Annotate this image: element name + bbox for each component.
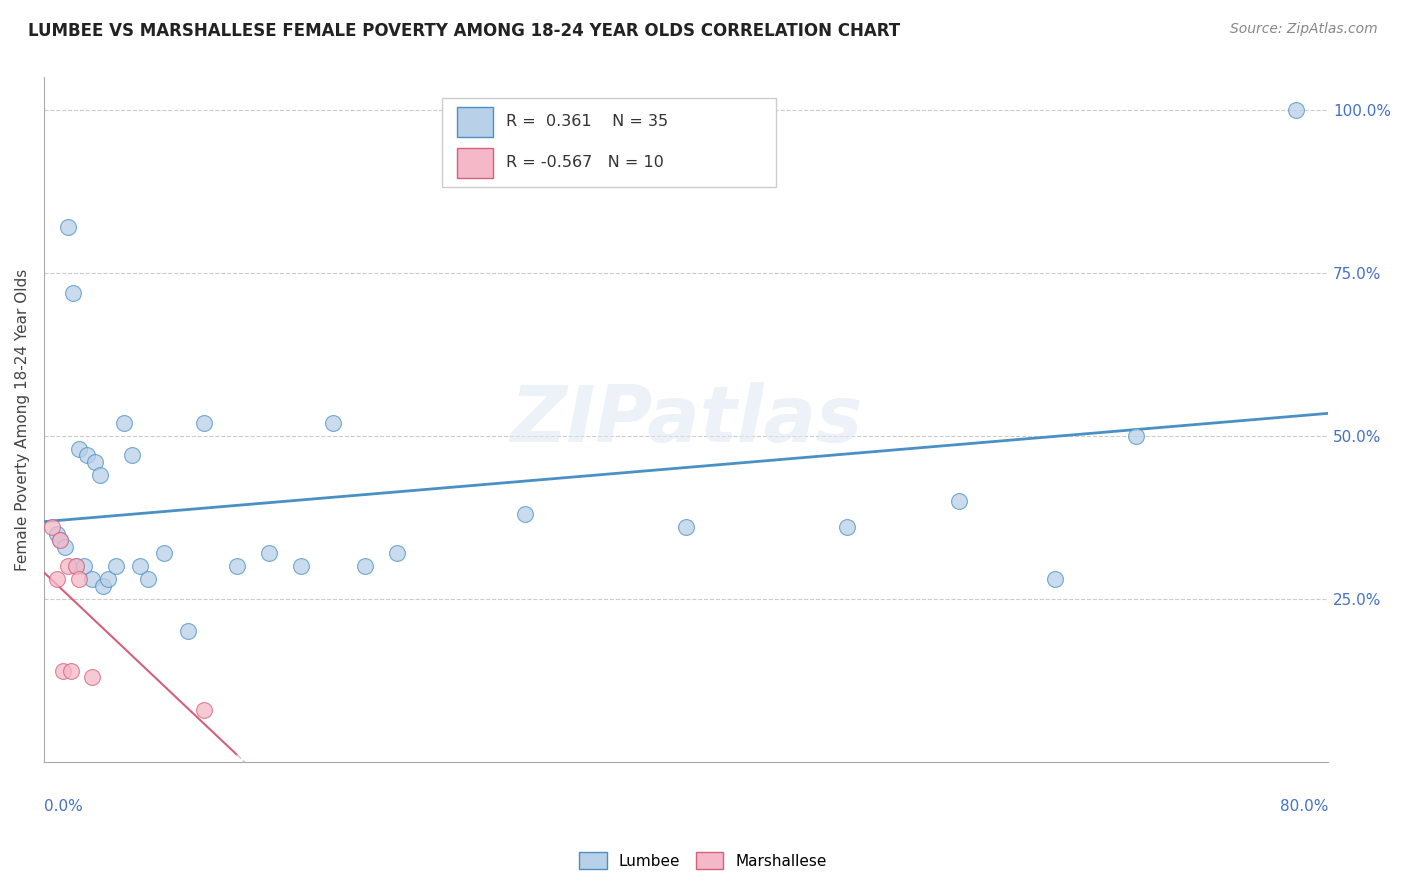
Point (91, 579, 114, 593)
Point (97, 572, 120, 586)
Text: R =  0.361    N = 35: R = 0.361 N = 35 (506, 114, 668, 129)
Point (49, 533, 72, 548)
Point (1125, 429, 1147, 443)
Point (89, 468, 111, 483)
Point (257, 546, 280, 560)
Point (385, 546, 408, 560)
Text: ZIPatlas: ZIPatlas (510, 382, 862, 458)
Point (354, 559, 377, 574)
Point (52, 664, 75, 678)
Point (45, 572, 67, 586)
Point (322, 416, 344, 430)
Point (1285, 103, 1308, 117)
Point (45, 526, 67, 541)
Point (65, 559, 87, 574)
Y-axis label: Female Poverty Among 18-24 Year Olds: Female Poverty Among 18-24 Year Olds (15, 268, 30, 571)
Point (136, 572, 159, 586)
Text: Source: ZipAtlas.com: Source: ZipAtlas.com (1230, 22, 1378, 37)
Point (835, 520, 858, 534)
Text: 80.0%: 80.0% (1279, 799, 1329, 814)
Point (112, 416, 135, 430)
Point (105, 559, 128, 574)
Point (67, 572, 90, 586)
Point (49, 533, 72, 548)
Text: R = -0.567   N = 10: R = -0.567 N = 10 (506, 155, 664, 170)
Legend: Lumbee, Marshallese: Lumbee, Marshallese (574, 846, 832, 875)
Point (177, 624, 200, 639)
Point (56, 559, 79, 574)
Point (41, 520, 63, 534)
Point (73, 559, 96, 574)
Point (80, 670, 103, 684)
Point (129, 559, 152, 574)
Point (153, 546, 176, 560)
Text: 0.0%: 0.0% (44, 799, 83, 814)
Point (675, 520, 697, 534)
Text: LUMBEE VS MARSHALLESE FEMALE POVERTY AMONG 18-24 YEAR OLDS CORRELATION CHART: LUMBEE VS MARSHALLESE FEMALE POVERTY AMO… (28, 22, 900, 40)
Point (80, 572, 103, 586)
Point (84, 455, 107, 469)
Point (1045, 572, 1067, 586)
Point (65, 559, 87, 574)
Point (948, 494, 970, 508)
Point (121, 449, 143, 463)
Point (193, 416, 215, 430)
Point (193, 703, 215, 717)
Point (225, 559, 247, 574)
Point (53, 540, 76, 554)
Point (67, 442, 90, 456)
Point (56, 220, 79, 235)
FancyBboxPatch shape (457, 147, 494, 178)
Point (290, 559, 312, 574)
Point (76, 449, 98, 463)
FancyBboxPatch shape (441, 98, 776, 187)
Point (62, 285, 84, 300)
FancyBboxPatch shape (457, 106, 494, 137)
Point (60, 664, 83, 678)
Point (515, 507, 537, 521)
